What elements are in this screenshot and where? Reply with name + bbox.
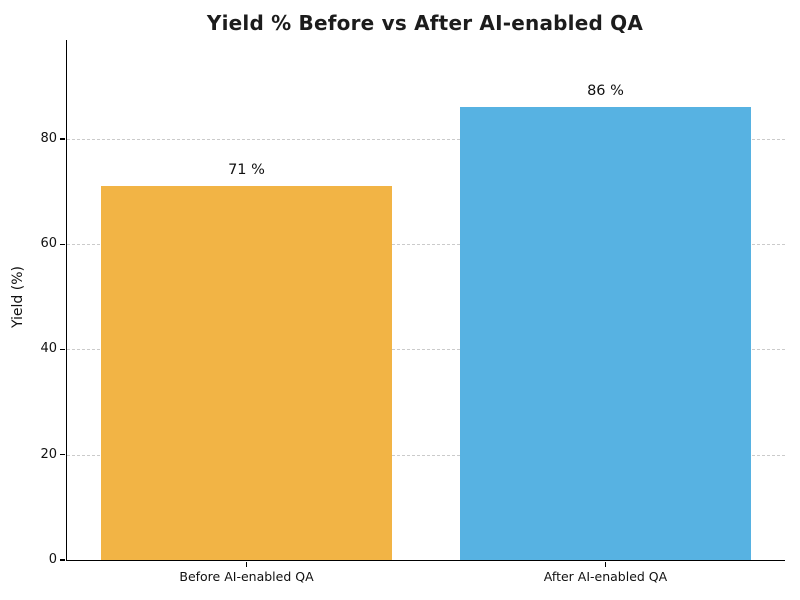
x-tick-mark [604,562,607,567]
x-tick-label: After AI-enabled QA [543,569,668,584]
y-tick-mark [60,348,65,351]
bar [101,186,392,560]
gridline [67,244,785,246]
x-tick-mark [245,562,248,567]
bar [460,107,751,560]
y-tick-label: 60 [40,236,57,252]
bar-value-label: 86 % [587,83,624,100]
x-tick-label: Before AI-enabled QA [179,569,314,584]
y-tick-label: 80 [40,130,57,146]
y-tick-mark [60,454,65,456]
y-tick-label: 0 [48,552,57,567]
y-tick-mark [60,138,65,140]
y-axis-label: Yield (%) [10,266,26,329]
gridline [67,138,785,140]
y-tick-mark [60,243,65,245]
gridline [67,349,785,351]
y-tick-label: 40 [40,341,57,357]
y-tick-mark [60,559,65,561]
plot-area: 0 20 40 60 80 71 % Before AI-enabled QA 86 % Aft… [40,40,785,584]
y-tick-label: 20 [40,446,57,462]
gridline [67,454,785,456]
bar-value-label: 71 % [228,162,265,179]
chart-title: Yield % Before vs After AI-enabled QA [206,11,644,35]
